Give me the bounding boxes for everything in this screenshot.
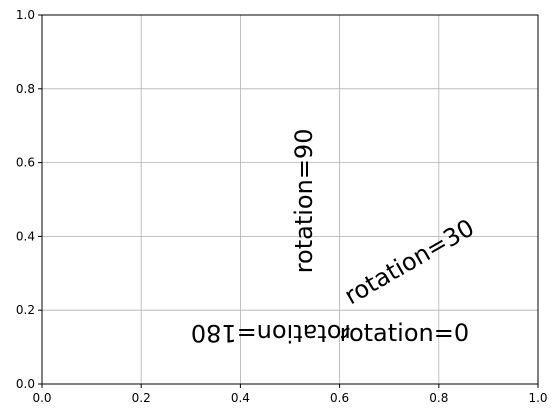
plot-area: 0.0 0.2 0.4 0.6 0.8 1.0 0.0 0.2 0.4 0.6 0.8 1.0 rot… [16, 8, 548, 405]
annotation-text: rotation=180 [191, 319, 351, 347]
x-tick-label: 0.2 [132, 391, 151, 405]
x-tick-label: 0.6 [330, 391, 349, 405]
x-tick-label: 1.0 [528, 391, 547, 405]
axes-frame [41, 14, 539, 385]
y-tick-label: 0.8 [16, 82, 35, 96]
annotation-group: rotation=0 [340, 319, 470, 347]
y-tick-label: 0.2 [16, 303, 35, 317]
y-tick-label: 0.4 [16, 229, 35, 243]
y-tick-label: 0.0 [16, 377, 35, 391]
axis-ticks: 0.0 0.2 0.4 0.6 0.8 1.0 0.0 0.2 0.4 0.6 0.8 1.0 [16, 8, 548, 405]
x-tick-label: 0.0 [32, 391, 51, 405]
y-tick-label: 1.0 [16, 8, 35, 22]
annotation-group: rotation=90 [290, 129, 318, 274]
annotation-group: rotation=180 [191, 319, 351, 347]
annotation-text: rotation=0 [340, 319, 470, 347]
x-tick-label: 0.4 [231, 391, 250, 405]
axes-background [42, 15, 538, 384]
y-tick-label: 0.6 [16, 156, 35, 170]
annotation-text: rotation=90 [290, 129, 318, 274]
x-tick-label: 0.8 [429, 391, 448, 405]
